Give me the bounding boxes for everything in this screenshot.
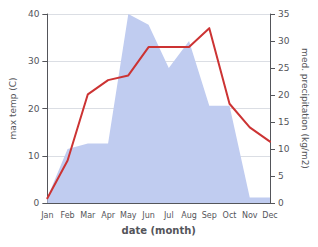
svg-text:Oct: Oct [223, 211, 237, 220]
svg-text:Sep: Sep [202, 211, 217, 220]
svg-text:40: 40 [28, 9, 40, 19]
svg-text:Feb: Feb [61, 211, 75, 220]
svg-text:Nov: Nov [242, 211, 258, 220]
svg-text:5: 5 [278, 171, 284, 181]
svg-text:date (month): date (month) [121, 225, 195, 236]
svg-text:Jan: Jan [40, 211, 53, 220]
svg-text:10: 10 [28, 151, 40, 161]
svg-text:20: 20 [278, 90, 290, 100]
svg-text:Jul: Jul [163, 211, 174, 220]
svg-text:35: 35 [278, 9, 289, 19]
svg-text:15: 15 [278, 117, 289, 127]
svg-text:Apr: Apr [101, 211, 116, 220]
svg-text:25: 25 [278, 63, 289, 73]
svg-text:max temp (C): max temp (C) [8, 77, 18, 139]
svg-text:30: 30 [28, 56, 40, 66]
svg-text:Dec: Dec [262, 211, 277, 220]
svg-text:May: May [120, 211, 137, 220]
svg-text:0: 0 [278, 198, 284, 208]
svg-text:med. precipitation (kg/m2): med. precipitation (kg/m2) [300, 48, 310, 169]
svg-text:0: 0 [34, 198, 40, 208]
svg-text:10: 10 [278, 144, 290, 154]
svg-text:Mar: Mar [80, 211, 96, 220]
svg-text:Jun: Jun [141, 211, 155, 220]
svg-text:30: 30 [278, 36, 290, 46]
svg-text:20: 20 [28, 104, 40, 114]
svg-text:Aug: Aug [181, 211, 197, 220]
